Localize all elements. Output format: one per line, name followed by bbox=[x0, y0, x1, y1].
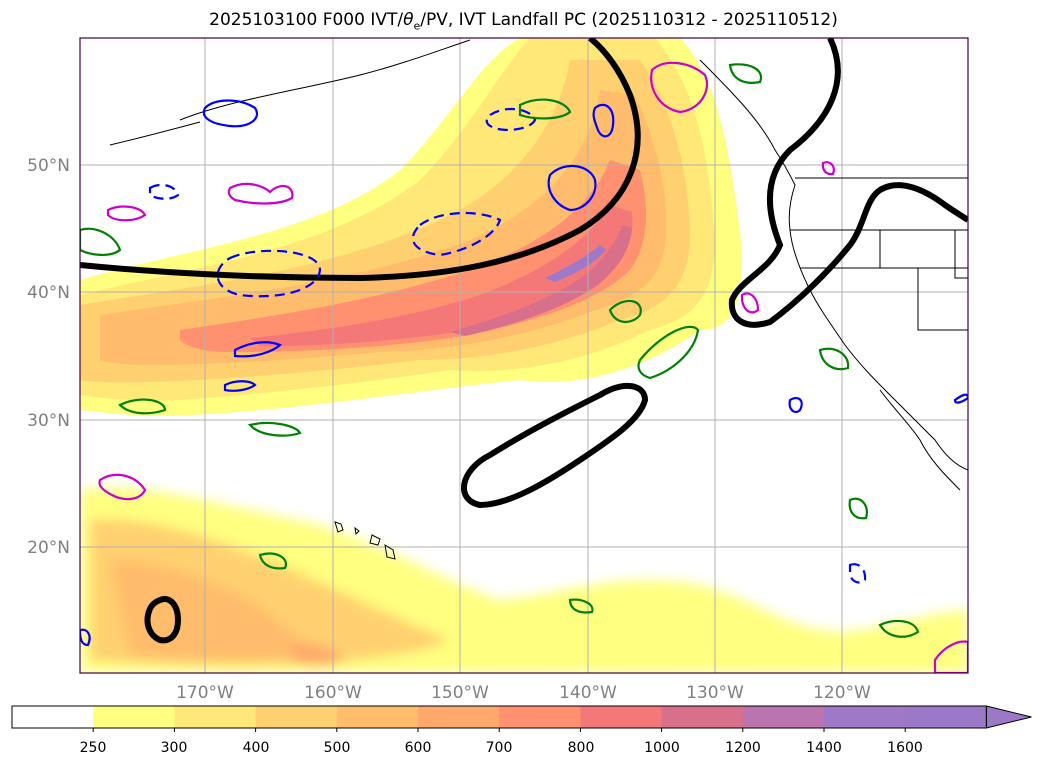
ivt-tropical-500 bbox=[110, 560, 320, 659]
pv-negative-2 bbox=[216, 249, 322, 298]
colorbar-segment bbox=[12, 706, 94, 728]
ivt-tropical-600 bbox=[290, 643, 345, 666]
magenta-7 bbox=[821, 161, 835, 176]
pv-negative-3 bbox=[485, 107, 537, 131]
magenta-5 bbox=[740, 292, 760, 314]
title-suffix: /PV, IVT Landfall PC (2025110312 - 20251… bbox=[420, 10, 838, 30]
magenta-1 bbox=[227, 182, 294, 205]
theta-e-5 bbox=[637, 325, 700, 380]
colorbar-extend-arrow bbox=[985, 705, 1032, 729]
pv-negative-4 bbox=[148, 183, 180, 200]
lon-label-120w: 120°W bbox=[813, 683, 871, 703]
theta-e-4 bbox=[608, 299, 642, 323]
pc-contour-ar bbox=[80, 38, 641, 282]
magenta-4 bbox=[98, 473, 147, 501]
colorbar-segment bbox=[174, 706, 257, 728]
lat-label-50n: 50°N bbox=[27, 156, 70, 176]
overlay-contours bbox=[80, 38, 968, 673]
alaska-peninsula bbox=[109, 121, 201, 146]
lon-label-150w: 150°W bbox=[431, 683, 489, 703]
lat-label-20n: 20°N bbox=[27, 538, 70, 558]
theta-e-1 bbox=[518, 98, 572, 120]
theta-e-8 bbox=[258, 552, 288, 570]
map-title: 2025103100 F000 IVT/θe/PV, IVT Landfall … bbox=[0, 10, 1047, 32]
colorbar-segment bbox=[255, 706, 338, 728]
colorbar-label-1600: 1600 bbox=[887, 740, 923, 756]
theta-e-7 bbox=[247, 421, 302, 437]
pv-positive-3 bbox=[592, 103, 615, 138]
pv-negative-5 bbox=[848, 563, 867, 584]
theta-e-6 bbox=[118, 398, 167, 415]
colorbar-label-1400: 1400 bbox=[806, 740, 842, 756]
hawaii-islands bbox=[334, 521, 396, 560]
pc-contour-coast bbox=[728, 38, 968, 328]
magenta-6 bbox=[933, 640, 968, 673]
baja-coast bbox=[879, 389, 961, 491]
colorbar-labels: 250 300 400 500 600 700 800 1000 1200 14… bbox=[80, 740, 923, 756]
ivt-band-1000 bbox=[450, 225, 632, 336]
colorbar-segment bbox=[661, 706, 744, 728]
magenta-contours bbox=[98, 61, 968, 673]
theta-e-3 bbox=[80, 227, 122, 256]
colorbar-label-250: 250 bbox=[80, 740, 107, 756]
theta-e-2 bbox=[728, 63, 763, 84]
ivt-tropical-field bbox=[80, 487, 968, 673]
alaska-coast bbox=[179, 39, 471, 121]
magenta-3 bbox=[650, 61, 708, 114]
colorbar-segment bbox=[742, 706, 825, 728]
colorbar-label-400: 400 bbox=[243, 740, 270, 756]
theta-e-10 bbox=[848, 497, 868, 520]
theta-e-contours bbox=[80, 63, 920, 638]
pv-positive-2 bbox=[547, 164, 597, 212]
graticule bbox=[80, 38, 968, 673]
latitude-labels: 50°N 40°N 30°N 20°N bbox=[27, 156, 70, 558]
magenta-2 bbox=[106, 205, 147, 222]
map-panel bbox=[80, 38, 968, 673]
theta-e-11 bbox=[568, 598, 594, 614]
ivt-filled-contours bbox=[80, 38, 742, 416]
title-prefix: 2025103100 F000 IVT/ bbox=[209, 10, 404, 30]
colorbar-label-300: 300 bbox=[161, 740, 188, 756]
ivt-landfall-pc-contours bbox=[80, 38, 968, 644]
lon-label-160w: 160°W bbox=[304, 683, 362, 703]
colorbar-segment bbox=[418, 706, 500, 728]
pv-positive-6 bbox=[788, 396, 803, 414]
colorbar-segment bbox=[336, 706, 419, 728]
colorbar-segment bbox=[499, 706, 581, 728]
colorbar-label-1000: 1000 bbox=[644, 740, 680, 756]
pv-positive-5 bbox=[223, 380, 257, 392]
colorbar-segment bbox=[580, 706, 663, 728]
pc-contour-small bbox=[144, 596, 182, 644]
lon-label-170w: 170°W bbox=[176, 683, 234, 703]
lon-label-130w: 130°W bbox=[686, 683, 744, 703]
colorbar bbox=[11, 705, 1032, 732]
colorbar-label-700: 700 bbox=[486, 740, 513, 756]
colorbar-label-500: 500 bbox=[324, 740, 351, 756]
lon-label-140w: 140°W bbox=[559, 683, 617, 703]
pv-positive-7 bbox=[953, 393, 968, 404]
theta-e-9 bbox=[878, 619, 920, 638]
colorbar-label-600: 600 bbox=[405, 740, 432, 756]
lat-label-40n: 40°N bbox=[27, 283, 70, 303]
colorbar-label-1200: 1200 bbox=[725, 740, 761, 756]
map-frame bbox=[79, 37, 969, 674]
title-theta: θ bbox=[403, 10, 414, 30]
colorbar-segment bbox=[824, 706, 906, 728]
pv-negative-1 bbox=[412, 212, 502, 257]
lat-label-30n: 30°N bbox=[27, 411, 70, 431]
pc-contour-subtropical bbox=[461, 382, 649, 509]
pv-contours bbox=[80, 99, 968, 647]
pv-positive-4 bbox=[233, 341, 283, 358]
state-borders bbox=[790, 229, 968, 331]
ivt-band-1400 bbox=[545, 245, 606, 282]
colorbar-segment bbox=[905, 706, 987, 728]
pv-positive-1 bbox=[202, 99, 258, 128]
colorbar-segment bbox=[93, 706, 175, 728]
theta-e-12 bbox=[818, 347, 850, 371]
longitude-labels: 170°W 160°W 150°W 140°W 130°W 120°W bbox=[176, 683, 871, 703]
colorbar-label-800: 800 bbox=[568, 740, 595, 756]
title-theta-sub: e bbox=[413, 19, 421, 33]
